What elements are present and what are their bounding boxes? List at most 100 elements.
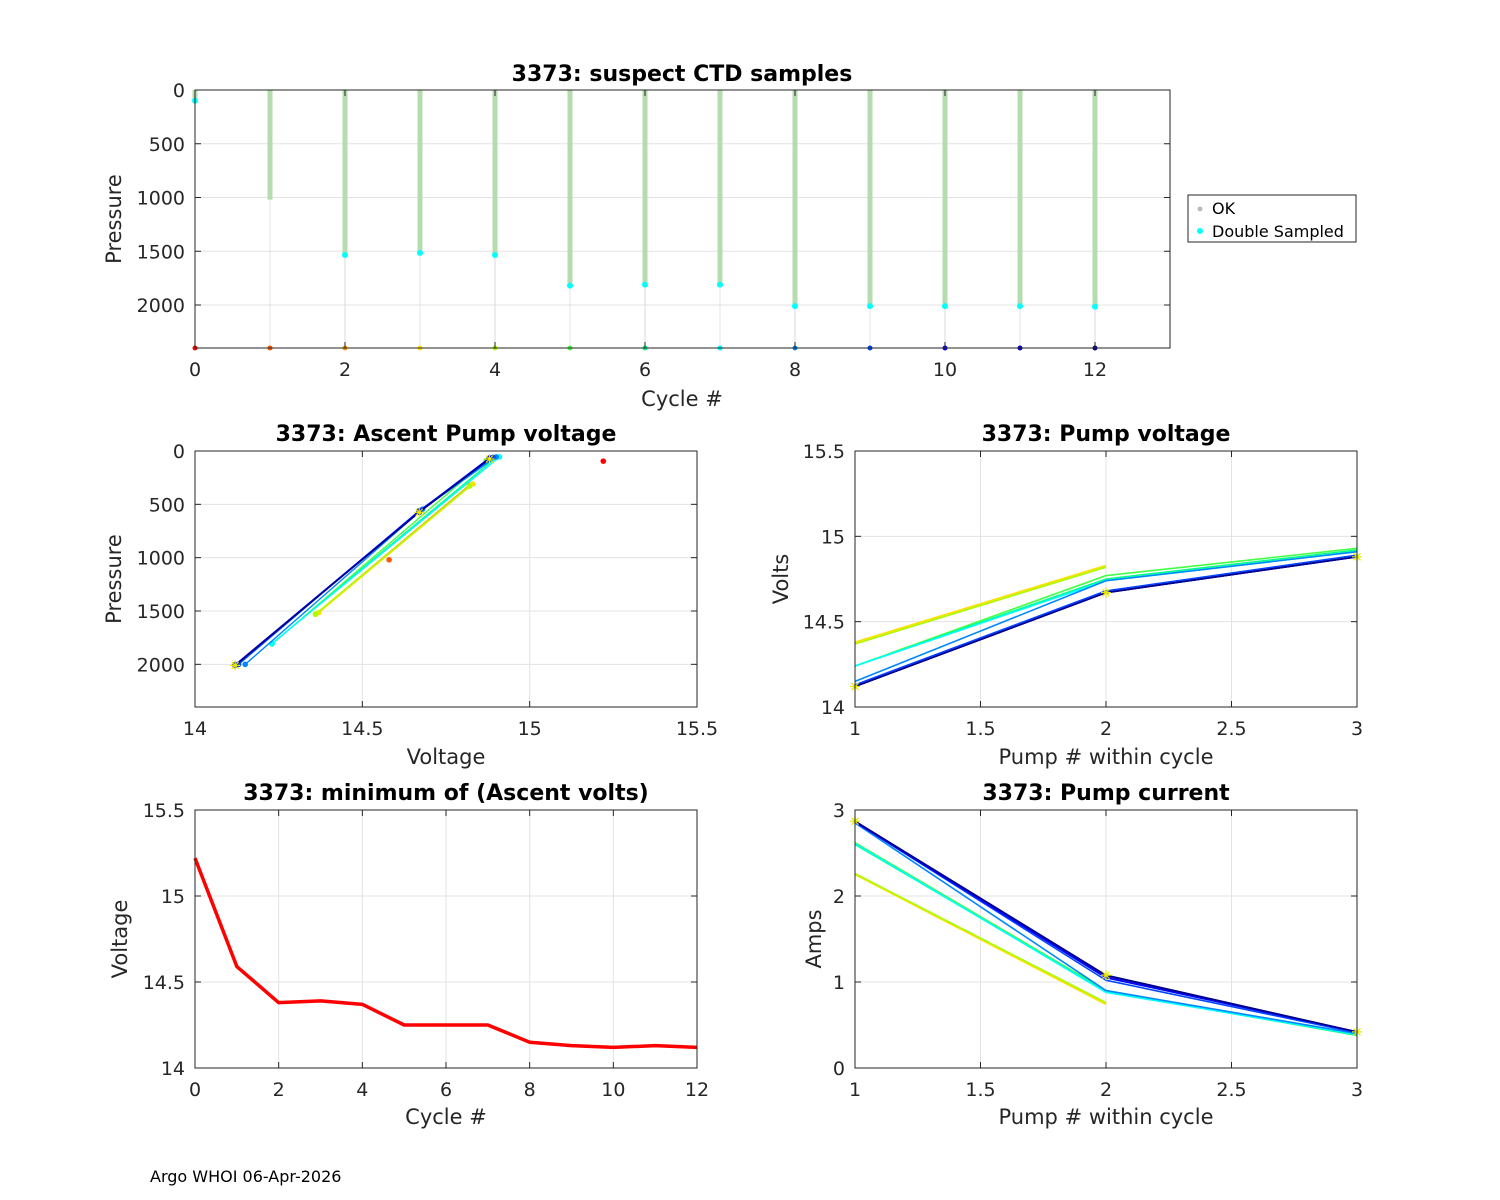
x-tick-label: 6 bbox=[639, 359, 651, 381]
minv-title: 3373: minimum of (Ascent volts) bbox=[243, 781, 649, 806]
y-tick-label: 15 bbox=[161, 886, 185, 908]
pumpv-xlabel: Pump # within cycle bbox=[999, 745, 1214, 769]
pumpc-title: 3373: Pump current bbox=[982, 781, 1230, 806]
x-tick-label: 2 bbox=[273, 1079, 285, 1101]
x-tick-label: 1 bbox=[849, 1079, 861, 1101]
ctd-legend: OK Double Sampled bbox=[1187, 194, 1357, 243]
y-tick-label: 1000 bbox=[137, 548, 185, 570]
x-tick-label: 14.5 bbox=[341, 718, 383, 740]
y-tick-label: 1500 bbox=[137, 241, 185, 263]
ascent-ticks: 14 14.5 15 15.5 0 500 1000 1500 2000 bbox=[137, 441, 719, 740]
legend-ok-label: OK bbox=[1212, 199, 1236, 218]
double-sampled-point bbox=[417, 249, 423, 256]
x-tick-label: 1 bbox=[849, 718, 861, 740]
pumpc-xlabel: Pump # within cycle bbox=[999, 1105, 1214, 1129]
ascent-plot-area bbox=[195, 451, 697, 707]
legend-double-label: Double Sampled bbox=[1212, 222, 1344, 241]
x-tick-label: 10 bbox=[933, 359, 957, 381]
ascent-axes-box bbox=[194, 450, 698, 708]
x-tick-label: 2 bbox=[339, 359, 351, 381]
y-tick-label: 1000 bbox=[137, 188, 185, 210]
ascent-xlabel: Voltage bbox=[407, 745, 486, 769]
last-cycle-star bbox=[1101, 970, 1111, 981]
y-tick-label: 15.5 bbox=[143, 800, 185, 822]
footer-note: Argo WHOI 06-Apr-2026 bbox=[150, 1167, 341, 1186]
x-tick-label: 15 bbox=[518, 718, 542, 740]
ascent-marks bbox=[230, 454, 607, 671]
pumpc-ylabel: Amps bbox=[802, 909, 826, 968]
min-voltage-line bbox=[193, 857, 698, 1050]
y-tick-label: 500 bbox=[149, 494, 185, 516]
legend-ok-marker bbox=[1197, 206, 1203, 212]
minv-ticks: 0 2 4 6 8 10 12 14 14.5 15 15.5 bbox=[143, 800, 709, 1101]
y-tick-label: 500 bbox=[149, 134, 185, 156]
x-tick-label: 6 bbox=[440, 1079, 452, 1101]
x-tick-label: 1.5 bbox=[965, 718, 995, 740]
x-tick-label: 2.5 bbox=[1216, 718, 1246, 740]
ascent-point bbox=[312, 611, 319, 617]
panel-ascent: 14 14.5 15 15.5 0 500 1000 1500 2000 3373: Ascen… bbox=[102, 422, 718, 769]
minv-ylabel: Voltage bbox=[108, 900, 132, 979]
pump-voltage-line bbox=[854, 550, 1358, 683]
last-cycle-star bbox=[414, 507, 425, 518]
minv-xlabel: Cycle # bbox=[405, 1105, 487, 1129]
double-sampled-point bbox=[567, 282, 573, 289]
ascent-ylabel: Pressure bbox=[102, 534, 126, 624]
double-sampled-point bbox=[492, 252, 498, 259]
pump-current-line bbox=[854, 872, 1107, 1004]
y-tick-label: 1500 bbox=[137, 601, 185, 623]
legend-double-marker bbox=[1197, 228, 1203, 234]
y-tick-label: 15.5 bbox=[803, 441, 845, 463]
ascent-title: 3373: Ascent Pump voltage bbox=[276, 422, 617, 447]
x-tick-label: 3 bbox=[1351, 718, 1363, 740]
x-tick-label: 3 bbox=[1351, 1079, 1363, 1101]
double-sampled-point bbox=[342, 252, 348, 259]
ctd-ticks: 0 2 4 6 8 10 12 0 500 1000 1500 2000 bbox=[137, 80, 1170, 381]
double-sampled-point bbox=[867, 303, 873, 310]
y-tick-label: 1 bbox=[833, 972, 845, 994]
x-tick-label: 4 bbox=[489, 359, 501, 381]
pump-current-line bbox=[854, 842, 1358, 1036]
x-tick-label: 0 bbox=[189, 1079, 201, 1101]
y-tick-label: 0 bbox=[833, 1058, 845, 1080]
ascent-series-line bbox=[315, 485, 470, 615]
y-tick-label: 14.5 bbox=[143, 972, 185, 994]
double-sampled-point bbox=[717, 281, 723, 288]
y-tick-label: 15 bbox=[821, 526, 845, 548]
pumpv-title: 3373: Pump voltage bbox=[982, 422, 1231, 447]
y-tick-label: 14 bbox=[821, 697, 845, 719]
pumpv-marks bbox=[850, 547, 1362, 692]
x-tick-label: 12 bbox=[1083, 359, 1107, 381]
x-tick-label: 2 bbox=[1100, 1079, 1112, 1101]
ascent-series-line bbox=[271, 456, 500, 645]
y-tick-label: 2 bbox=[833, 886, 845, 908]
panel-ctd: 0 2 4 6 8 10 12 0 500 1000 1500 2000 3373: suspect … bbox=[102, 62, 1357, 411]
x-tick-label: 12 bbox=[685, 1079, 709, 1101]
ascent-point bbox=[600, 458, 607, 464]
x-tick-label: 2.5 bbox=[1216, 1079, 1246, 1101]
legend-box bbox=[1187, 194, 1357, 243]
y-tick-label: 0 bbox=[173, 441, 185, 463]
last-cycle-star bbox=[1101, 587, 1111, 598]
pumpc-marks bbox=[850, 816, 1362, 1037]
double-sampled-point bbox=[792, 303, 798, 310]
x-tick-label: 8 bbox=[789, 359, 801, 381]
x-tick-label: 1.5 bbox=[965, 1079, 995, 1101]
ascent-point bbox=[242, 661, 248, 668]
double-sampled-point bbox=[1092, 303, 1098, 310]
pump-voltage-line bbox=[854, 566, 1107, 645]
double-sampled-point bbox=[1017, 303, 1023, 310]
double-sampled-point bbox=[642, 281, 648, 288]
y-tick-label: 2000 bbox=[137, 654, 185, 676]
pumpv-ylabel: Volts bbox=[769, 554, 793, 605]
x-tick-label: 4 bbox=[356, 1079, 368, 1101]
panel-min-voltage: 0 2 4 6 8 10 12 14 14.5 15 15.5 3373: minimum of (… bbox=[108, 781, 709, 1129]
x-tick-label: 15.5 bbox=[676, 718, 718, 740]
ascent-point bbox=[386, 557, 392, 563]
x-tick-label: 10 bbox=[601, 1079, 625, 1101]
y-tick-label: 14.5 bbox=[803, 612, 845, 634]
ctd-title: 3373: suspect CTD samples bbox=[512, 62, 853, 87]
ctd-xlabel: Cycle # bbox=[641, 387, 723, 411]
